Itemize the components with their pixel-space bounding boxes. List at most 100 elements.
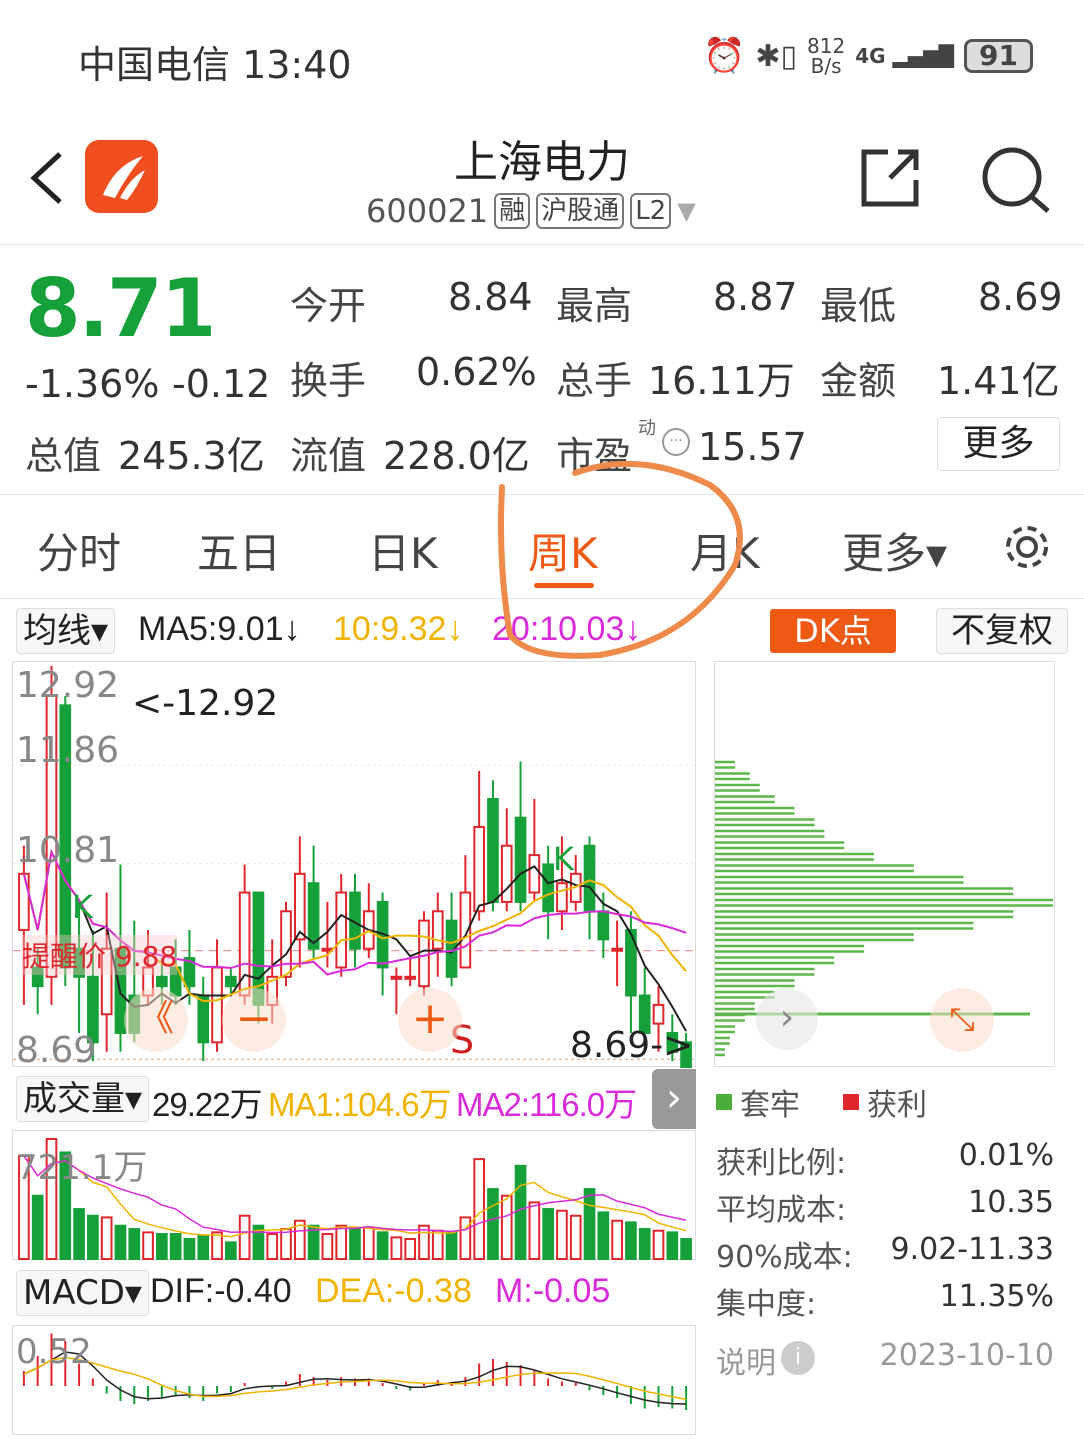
volume-bar — [238, 1214, 251, 1260]
volume-bar — [280, 1228, 292, 1261]
amount-value: 1.41亿 — [937, 359, 1060, 403]
macd-selector[interactable]: MACD▾ — [16, 1270, 149, 1316]
tab-intraday[interactable]: 分时 — [37, 529, 122, 578]
volume-max-label: 721.1万 — [16, 1148, 148, 1188]
chip-next-icon[interactable]: › — [756, 988, 818, 1050]
divider — [0, 244, 1084, 245]
zoom-out-button[interactable]: − — [222, 988, 286, 1052]
candle-body — [514, 816, 527, 903]
dk-point-button[interactable]: DK点 — [770, 609, 896, 653]
volume-bar — [59, 1151, 72, 1260]
candle-body — [225, 975, 237, 988]
scroll-left-button[interactable]: 《 — [124, 988, 188, 1052]
amount-label: 金额 — [820, 359, 897, 403]
alert-price-label[interactable]: 提醒价 9.88 — [22, 935, 178, 975]
stock-code-row[interactable]: 600021 融 沪股通 L2 ▼ — [366, 192, 696, 230]
chip-stat-value: 9.02-11.33 — [890, 1232, 1054, 1267]
volume-bar — [307, 1224, 320, 1260]
settings-button[interactable] — [1000, 520, 1054, 578]
search-button[interactable] — [980, 145, 1052, 219]
alarm-icon: ⏰ — [703, 36, 746, 76]
chip-stat-label: 获利比例: — [716, 1146, 847, 1181]
back-icon — [30, 152, 62, 204]
dropdown-icon: ▼ — [677, 197, 696, 225]
candle-body — [45, 694, 58, 978]
high-marker: <-12.92 — [132, 683, 279, 724]
candle-body — [197, 994, 210, 1044]
signal-k: K — [553, 840, 574, 878]
signal-icon: 4G ▂▄▆█ — [855, 44, 955, 68]
legend-trap-label: 套牢 — [740, 1088, 800, 1123]
volume-bar — [459, 1216, 472, 1260]
chip-stat-value: 0.01% — [958, 1138, 1054, 1173]
float-label: 流值 — [290, 434, 367, 478]
adjust-selector[interactable]: 不复权 — [936, 608, 1068, 654]
info-icon[interactable]: i — [781, 1341, 815, 1375]
volume-selector[interactable]: 成交量▾ — [16, 1076, 150, 1122]
zoom-in-button[interactable]: + — [398, 988, 462, 1052]
macd-dif: DIF:-0.40 — [150, 1272, 292, 1310]
volume-svg — [18, 1138, 692, 1261]
ma5-value: MA5:9.01↓ — [138, 610, 301, 648]
volume-bar — [473, 1158, 485, 1261]
explain-link[interactable]: 说明 — [716, 1346, 776, 1381]
chip-date: 2023-10-10 — [879, 1338, 1054, 1373]
candle-body — [487, 797, 499, 903]
candle-body — [431, 910, 444, 950]
tab-weekly-k[interactable]: 周K — [528, 529, 598, 578]
volume-chart[interactable] — [12, 1130, 696, 1261]
more-quote-button[interactable]: 更多 — [937, 417, 1060, 471]
candle-body — [335, 891, 348, 969]
expand-panel-button[interactable]: › — [652, 1069, 696, 1129]
candle-body — [31, 966, 44, 988]
candle-body — [156, 975, 168, 988]
low-marker: 8.69-> — [570, 1025, 694, 1066]
legend-profit: 获利 — [843, 1080, 927, 1124]
badge-margin: 融 — [494, 193, 531, 229]
volume-label: 总手 — [556, 359, 633, 403]
volume-bar — [252, 1224, 265, 1260]
macd-chart[interactable] — [12, 1325, 696, 1435]
volume-bar — [266, 1233, 279, 1261]
pe-info-icon[interactable]: ··· — [662, 428, 690, 456]
volume-bar — [225, 1241, 237, 1261]
volume-bar — [583, 1188, 596, 1261]
tab-five-day[interactable]: 五日 — [197, 529, 282, 578]
back-button[interactable] — [28, 150, 68, 206]
turnover-value: 0.62% — [416, 350, 537, 394]
volume-ma-line — [23, 1155, 687, 1238]
candle-body — [583, 844, 596, 913]
volume-bar — [349, 1228, 361, 1261]
candle-body — [404, 975, 417, 980]
tab-monthly-k[interactable]: 月K — [690, 529, 760, 578]
candle-body — [542, 863, 554, 913]
net-speed-unit: B/s — [810, 54, 842, 78]
ma-selector[interactable]: 均线▾ — [16, 608, 116, 654]
candle-body — [59, 704, 72, 969]
open-label: 今开 — [290, 284, 367, 328]
low-value: 8.69 — [978, 275, 1063, 319]
share-button[interactable] — [860, 148, 922, 212]
tab-daily-k[interactable]: 日K — [368, 529, 438, 578]
volume-bar — [293, 1219, 306, 1260]
volume-bar — [445, 1231, 458, 1260]
candle-body — [183, 957, 196, 988]
candle-body — [18, 872, 30, 931]
candle-body — [528, 854, 541, 894]
volume-bar — [625, 1221, 637, 1260]
kline-chart[interactable] — [12, 661, 697, 1080]
volume-bar — [100, 1216, 113, 1260]
volume-bar — [45, 1138, 58, 1260]
expand-icon[interactable]: ⤡ — [930, 988, 994, 1052]
macd-m: M:-0.05 — [495, 1272, 611, 1310]
pe-label: 市盈 — [556, 434, 633, 478]
float-value: 228.0亿 — [383, 434, 530, 478]
candle-body — [652, 1003, 665, 1025]
share-icon — [861, 149, 919, 207]
legend-profit-label: 获利 — [867, 1088, 927, 1123]
tab-more[interactable]: 更多▾ — [842, 529, 948, 578]
volume-bar — [335, 1224, 348, 1260]
volume-current: 29.22万 — [152, 1086, 263, 1123]
chip-stat-value: 11.35% — [939, 1279, 1054, 1314]
chip-stat-value: 10.35 — [968, 1185, 1054, 1220]
